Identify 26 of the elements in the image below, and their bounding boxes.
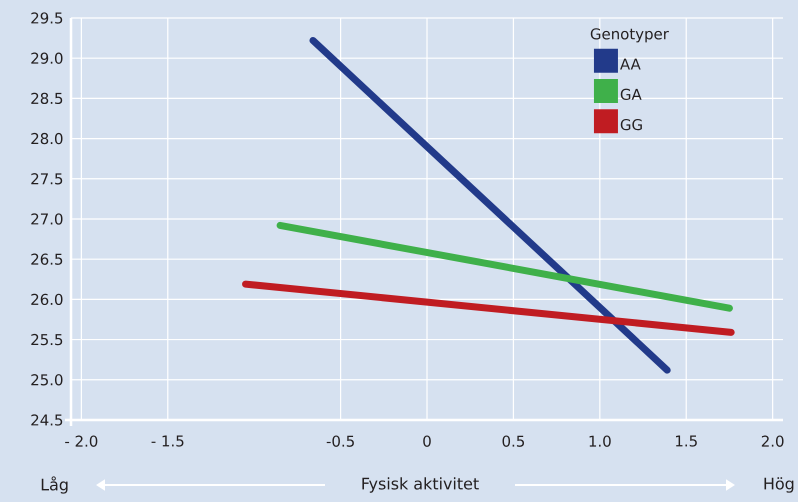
x-tick-label: 1.5 bbox=[676, 436, 697, 447]
x-tick-label: -0.5 bbox=[326, 436, 354, 447]
x-tick-label: 0.5 bbox=[502, 436, 524, 447]
y-tick-label: 27.5 bbox=[31, 173, 62, 184]
y-tick-label: 26.0 bbox=[31, 294, 62, 306]
legend-label: GG bbox=[620, 118, 642, 130]
text: Hög bbox=[764, 477, 794, 493]
y-tick-label: 29.0 bbox=[31, 52, 62, 64]
y-tick-label: 25.5 bbox=[31, 334, 62, 346]
y-tick-label: 25.0 bbox=[31, 374, 62, 386]
y-tick-label: 27.0 bbox=[31, 213, 62, 225]
legend-title: Genotyper bbox=[590, 28, 669, 42]
y-tick-label: 26.5 bbox=[31, 254, 62, 265]
x-tick-label: 1.0 bbox=[590, 436, 611, 447]
x-tick-label: - 1.5 bbox=[152, 436, 184, 447]
y-tick-label: 28.5 bbox=[31, 92, 62, 104]
y-tick-label: 28.0 bbox=[31, 132, 62, 144]
y-tick-label: 29.5 bbox=[31, 12, 62, 24]
x-tick-label: 0 bbox=[423, 436, 431, 447]
legend-label: AA bbox=[620, 58, 641, 70]
y-tick-label: 24.5 bbox=[31, 414, 62, 426]
text: Låg bbox=[42, 476, 68, 494]
x-tick-label: 2.0 bbox=[762, 436, 784, 447]
legend-label: GA bbox=[620, 88, 642, 100]
x-tick-label: - 2.0 bbox=[65, 436, 98, 447]
x-axis-title: Fysisk aktivitet bbox=[362, 477, 479, 493]
